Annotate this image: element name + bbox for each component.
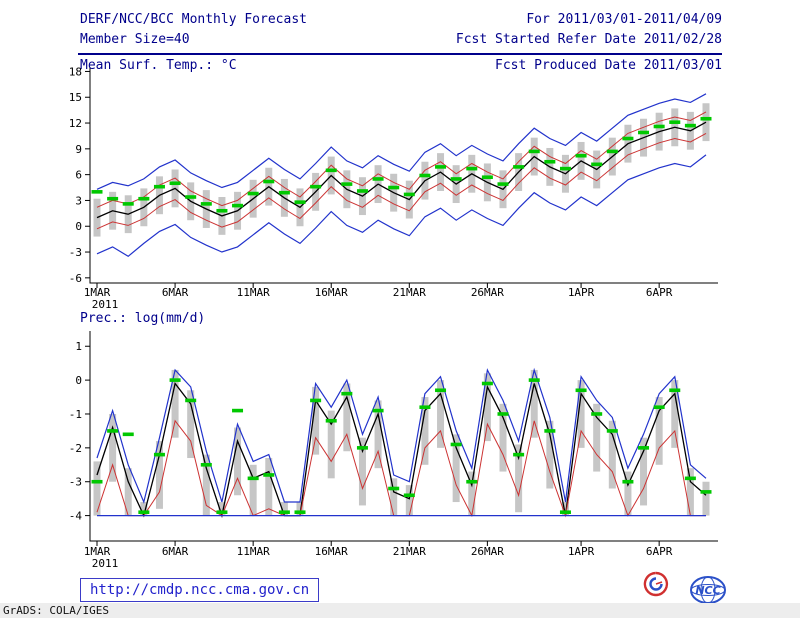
y-tick-label: 3: [75, 194, 82, 207]
y-tick-label: -2: [69, 442, 82, 455]
grads-credit: GrADS: COLA/IGES: [3, 604, 109, 617]
y-tick-label: 9: [75, 143, 82, 156]
page-title: DERF/NCC/BCC Monthly Forecast: [80, 12, 307, 27]
axes: [89, 331, 718, 542]
y-tick-label: 6: [75, 169, 82, 182]
series-lower-quartile: [96, 132, 707, 230]
axes: [89, 68, 718, 284]
y-tick-label: 18: [69, 65, 82, 78]
x-tick-label: 11MAR: [237, 545, 270, 558]
y-tick-label: 0: [75, 374, 82, 387]
y-tick-label: 15: [69, 91, 82, 104]
mean-dash-marks: [91, 378, 712, 515]
x-tick-label: 21MAR: [393, 545, 426, 558]
y-tick-label: 0: [75, 220, 82, 233]
y-tick-label: -3: [69, 246, 82, 259]
x-tick-label: 6APR: [646, 545, 673, 558]
x-year-label: 2011: [92, 298, 119, 311]
temp-chart-title: Mean Surf. Temp.: °C: [80, 58, 237, 73]
y-tick-label: 12: [69, 117, 82, 130]
series-ensemble-median: [96, 381, 707, 519]
x-tick-label: 1APR: [568, 545, 595, 558]
x-tick-label: 26MAR: [471, 286, 504, 299]
x-tick-label: 1APR: [568, 286, 595, 299]
refer-date-label: Fcst Started Refer Date 2011/02/28: [455, 32, 722, 47]
x-tick-label: 11MAR: [237, 286, 270, 299]
y-tick-label: -4: [69, 510, 83, 523]
ensemble-spread-bars: [93, 103, 710, 237]
footer-strip: [0, 603, 800, 618]
header-divider: [78, 53, 722, 55]
x-tick-label: 16MAR: [315, 286, 348, 299]
series-ensemble-max: [96, 367, 707, 504]
mean-dash-marks: [91, 116, 712, 213]
produced-date-label: Fcst Produced Date 2011/03/01: [495, 58, 722, 73]
x-tick-label: 6APR: [646, 286, 673, 299]
source-url[interactable]: http://cmdp.ncc.cma.gov.cn: [80, 578, 320, 602]
ncc-logo-icon: NCC: [684, 574, 732, 612]
member-size-label: Member Size=40: [80, 32, 190, 47]
y-tick-label: -1: [69, 408, 82, 421]
series-upper-quartile: [96, 111, 707, 208]
x-tick-label: 16MAR: [315, 545, 348, 558]
ncc-logo-label: NCC: [695, 584, 720, 597]
y-tick-label: -3: [69, 476, 82, 489]
forecast-range: For 2011/03/01-2011/04/09: [526, 12, 722, 27]
x-year-label: 2011: [92, 557, 119, 570]
series-ensemble-median: [96, 121, 707, 219]
precip-chart-title: Prec.: log(mm/d): [80, 311, 206, 326]
x-tick-label: 1MAR: [84, 286, 111, 299]
ensemble-spread-bars: [93, 369, 710, 516]
series-ensemble-max: [96, 93, 707, 190]
x-tick-label: 21MAR: [393, 286, 426, 299]
y-tick-label: -6: [69, 272, 82, 285]
x-tick-label: 1MAR: [84, 545, 111, 558]
x-tick-label: 6MAR: [162, 545, 189, 558]
y-tick-label: 1: [75, 340, 82, 353]
series-ensemble-min: [96, 154, 707, 258]
x-tick-label: 6MAR: [162, 286, 189, 299]
x-tick-label: 26MAR: [471, 545, 504, 558]
